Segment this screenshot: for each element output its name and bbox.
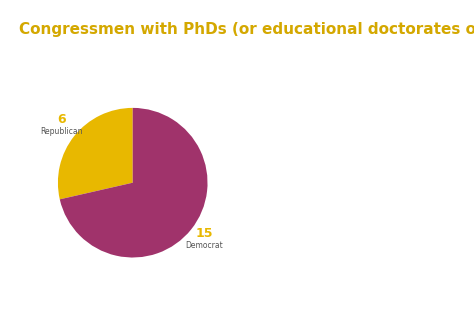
Text: 6: 6 xyxy=(57,113,66,126)
Text: 15: 15 xyxy=(195,227,213,240)
Text: Congressmen with PhDs (or educational doctorates or whatever): Congressmen with PhDs (or educational do… xyxy=(19,22,474,37)
Text: Democrat: Democrat xyxy=(185,241,223,250)
Wedge shape xyxy=(58,108,133,199)
Text: Republican: Republican xyxy=(40,127,82,136)
Wedge shape xyxy=(60,108,208,257)
